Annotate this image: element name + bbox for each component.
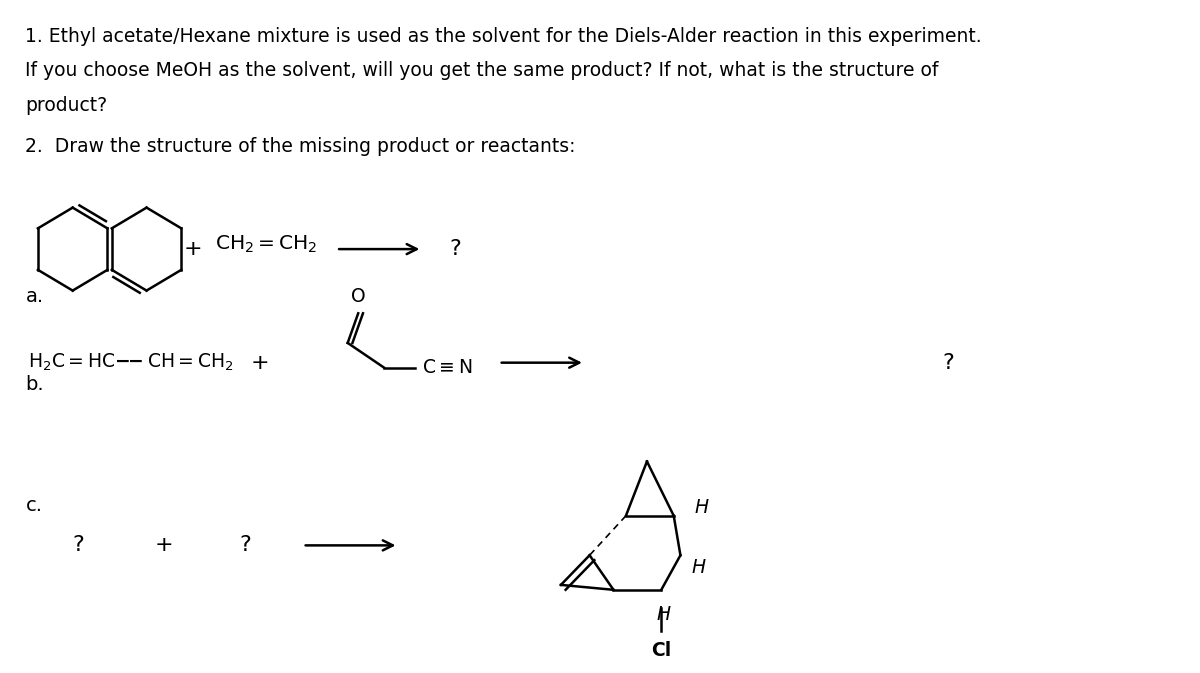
Text: $\mathrm{H_2C{=}HC{\boldsymbol{-\!\!-}}CH{=}CH_2}$: $\mathrm{H_2C{=}HC{\boldsymbol{-\!\!-}}C… [28, 352, 234, 374]
Text: +: + [184, 239, 202, 259]
Text: ?: ? [942, 353, 954, 373]
Text: ?: ? [450, 239, 462, 259]
Text: $\mathregular{CH_2{=}CH_2}$: $\mathregular{CH_2{=}CH_2}$ [215, 234, 318, 255]
Text: Cl: Cl [652, 641, 672, 660]
Text: +: + [251, 353, 269, 373]
Text: H: H [692, 558, 706, 577]
Text: c.: c. [25, 497, 42, 516]
Text: $\mathrm{C{\equiv}N}$: $\mathrm{C{\equiv}N}$ [422, 358, 473, 377]
Text: a.: a. [25, 287, 43, 306]
Text: 1. Ethyl acetate/Hexane mixture is used as the solvent for the Diels-Alder react: 1. Ethyl acetate/Hexane mixture is used … [25, 27, 982, 46]
Text: O: O [350, 287, 366, 306]
Text: If you choose MeOH as the solvent, will you get the same product? If not, what i: If you choose MeOH as the solvent, will … [25, 61, 938, 81]
Text: b.: b. [25, 375, 44, 394]
Text: ?: ? [72, 536, 84, 555]
Text: product?: product? [25, 96, 108, 115]
Text: 2.  Draw the structure of the missing product or reactants:: 2. Draw the structure of the missing pro… [25, 137, 576, 157]
Text: H: H [695, 498, 709, 518]
Text: +: + [155, 536, 174, 555]
Text: ?: ? [240, 536, 251, 555]
Text: H: H [656, 604, 671, 624]
